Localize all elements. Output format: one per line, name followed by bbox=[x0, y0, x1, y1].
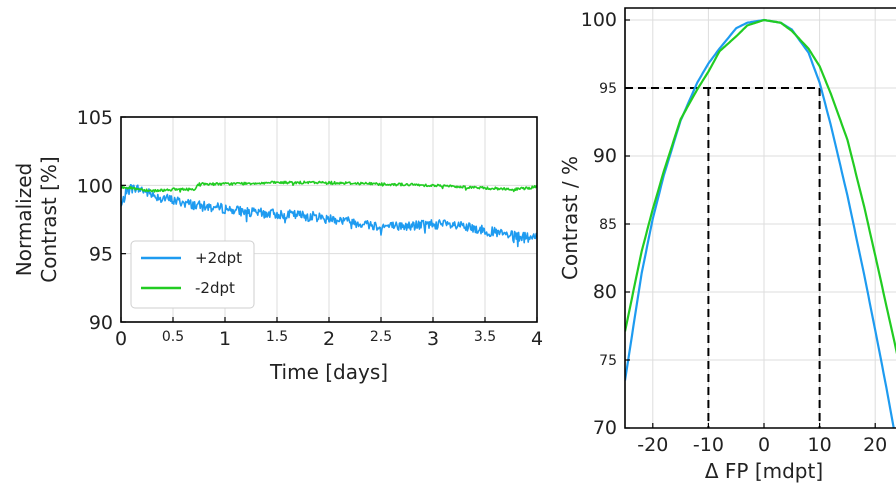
series-group bbox=[121, 180, 537, 248]
x-axis-title: Δ FP [mdpt] bbox=[705, 459, 823, 483]
grid bbox=[625, 8, 896, 428]
x-tick-label: 1 bbox=[219, 328, 231, 350]
y-tick-label: 105 bbox=[77, 107, 113, 129]
y-tick-label: 90 bbox=[89, 312, 113, 334]
x-tick-label: 2 bbox=[323, 328, 335, 350]
x-tick-label: 3.5 bbox=[474, 329, 496, 345]
ticks: 0 0.5 1 1.5 2 2.5 3 3.5 4 90 95 100 105 bbox=[77, 107, 543, 350]
series-group bbox=[625, 18, 896, 428]
series-line-plusminus-2dpt bbox=[121, 184, 537, 248]
x-tick-label: 0 bbox=[758, 434, 770, 456]
legend-label-minus-2dpt: -2dpt bbox=[195, 279, 235, 297]
x-tick-label: 1.5 bbox=[266, 329, 288, 345]
y-axis-title-line-1: Normalized bbox=[12, 163, 36, 276]
y-tick-label: 100 bbox=[77, 175, 113, 197]
y-axis-title: Contrast / % bbox=[558, 156, 582, 280]
y-tick-label: 75 bbox=[599, 353, 617, 369]
y-axis-title: Normalized Contrast [%] bbox=[12, 156, 61, 282]
legend-label-plus-2dpt: +2dpt bbox=[195, 249, 242, 267]
ticks: -20 -10 0 10 20 70 75 80 85 90 95 100 bbox=[581, 9, 888, 456]
x-tick-label: 3 bbox=[427, 328, 439, 350]
y-axis-title-line-2: Contrast [%] bbox=[37, 156, 61, 282]
x-tick-label: 20 bbox=[863, 434, 887, 456]
y-tick-label: 85 bbox=[599, 217, 617, 233]
x-tick-label: 10 bbox=[808, 434, 832, 456]
x-tick-label: 2.5 bbox=[370, 329, 392, 345]
y-tick-label: 80 bbox=[593, 281, 617, 303]
series-line-2 bbox=[625, 18, 896, 355]
y-tick-label: 70 bbox=[593, 417, 617, 439]
x-tick-label: 4 bbox=[531, 328, 543, 350]
x-tick-label: -10 bbox=[693, 434, 724, 456]
plot-frame bbox=[624, 7, 896, 429]
focus-contrast-chart: -20 -10 0 10 20 70 75 80 85 90 95 100 Δ FP [mdpt] C… bbox=[558, 7, 896, 483]
x-axis-title: Time [days] bbox=[269, 360, 388, 384]
x-tick-label: 0.5 bbox=[162, 329, 184, 345]
y-tick-label: 100 bbox=[581, 9, 617, 31]
x-tick-label: 0 bbox=[115, 328, 127, 350]
reference-lines bbox=[625, 87, 821, 428]
y-tick-label: 95 bbox=[599, 81, 617, 97]
x-tick-label: -20 bbox=[637, 434, 668, 456]
legend: +2dpt -2dpt bbox=[130, 240, 255, 309]
y-tick-label: 95 bbox=[89, 244, 113, 266]
series-line-minus-2dpt bbox=[121, 180, 537, 193]
y-tick-label: 90 bbox=[593, 145, 617, 167]
